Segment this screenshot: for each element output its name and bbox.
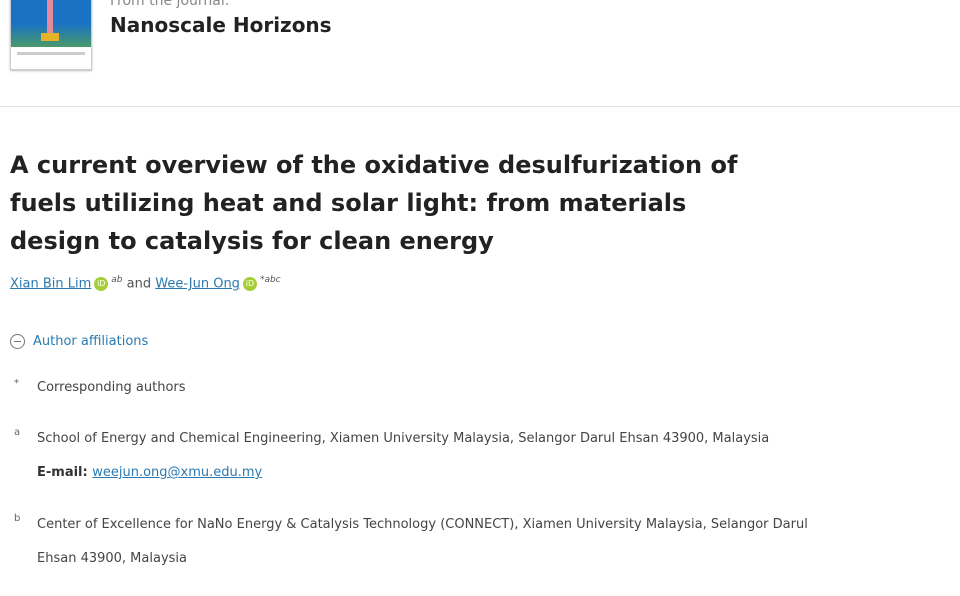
article-title: A current overview of the oxidative desu… — [10, 151, 738, 255]
affiliation-text: Center of Excellence for NaNo Energy & C… — [37, 517, 808, 532]
author-list: Xian Bin Lim iD ab and Wee-Jun Ong iD *abc — [10, 275, 281, 291]
email-link[interactable]: weejun.ong@xmu.edu.my — [92, 465, 263, 480]
divider — [0, 106, 960, 107]
journal-name[interactable]: Nanoscale Horizons — [110, 13, 332, 37]
affiliation-text: School of Energy and Chemical Engineerin… — [37, 431, 770, 446]
marker: a — [14, 427, 21, 438]
orcid-icon[interactable]: iD — [94, 276, 109, 291]
author-affiliations-toggle[interactable]: Author affiliations — [10, 334, 148, 349]
corresponding-label: Corresponding authors — [37, 380, 186, 395]
affiliation-text: Ehsan 43900, Malaysia — [37, 551, 187, 566]
author-affiliation-sup: ab — [111, 275, 123, 285]
from-journal-label: From the journal: — [110, 0, 230, 9]
author-affiliation-sup: *abc — [259, 275, 281, 285]
marker: b — [14, 513, 21, 524]
author-link[interactable]: Wee-Jun Ong — [155, 276, 240, 292]
journal-cover-image[interactable] — [10, 0, 92, 70]
orcid-icon[interactable]: iD — [242, 276, 257, 291]
collapse-icon — [10, 334, 25, 349]
marker: * — [14, 378, 19, 389]
email-label: E-mail: — [37, 465, 88, 480]
authors-joiner: and — [126, 276, 152, 292]
toggle-label: Author affiliations — [33, 334, 149, 349]
author-link[interactable]: Xian Bin Lim — [10, 276, 92, 292]
